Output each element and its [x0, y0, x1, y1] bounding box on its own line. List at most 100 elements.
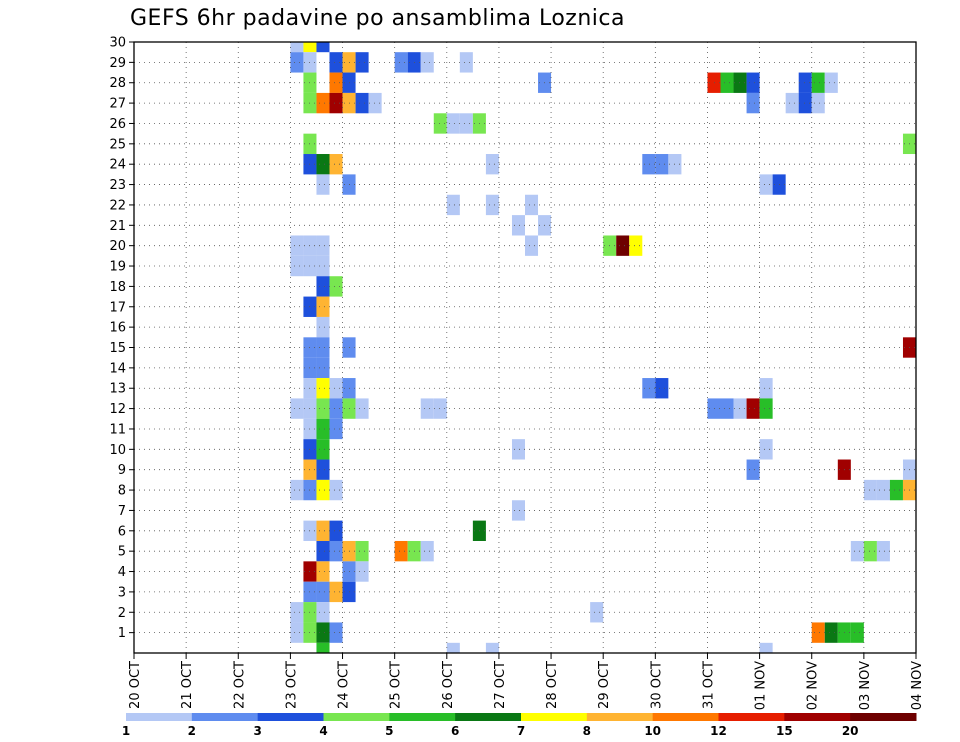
legend-label: 20: [842, 724, 859, 738]
heatmap-cell: [889, 479, 903, 501]
y-tick-label: 9: [118, 463, 126, 478]
x-tick-label: 21 OCT: [180, 661, 195, 709]
heatmap-cell: [329, 52, 343, 73]
heatmap-cell: [759, 642, 773, 653]
heatmap-cell: [642, 154, 656, 175]
heatmap-cell: [707, 398, 721, 419]
heatmap-cell: [485, 154, 499, 175]
heatmap-cell: [316, 42, 330, 53]
heatmap-cell: [798, 92, 812, 114]
x-tick-label: 29 OCT: [597, 661, 612, 709]
x-tick-label: 22 OCT: [232, 661, 247, 709]
legend-label: 4: [319, 724, 327, 738]
heatmap-cell: [316, 357, 330, 379]
y-axis: 1234567891011121314151617181920212223242…: [109, 36, 134, 641]
heatmap-cell: [446, 194, 460, 216]
heatmap-cell: [733, 72, 747, 93]
heatmap-cell: [420, 540, 434, 562]
x-tick-label: 03 NOV: [858, 661, 873, 710]
heatmap-cell: [525, 194, 539, 216]
heatmap-cell: [785, 92, 799, 114]
x-tick-label: 24 OCT: [337, 661, 352, 709]
legend-label: 5: [385, 724, 393, 738]
heatmap-cell: [746, 72, 760, 93]
heatmap-cell: [720, 398, 734, 419]
heatmap-cell: [746, 459, 760, 480]
heatmap-cell: [316, 235, 330, 256]
heatmap-cell: [290, 602, 304, 623]
chart-title: GEFS 6hr padavine po ansamblima Loznica: [130, 6, 625, 31]
heatmap-cell: [916, 337, 929, 357]
heatmap-cell: [329, 154, 343, 175]
legend-swatch: [455, 713, 522, 721]
legend-label: 1: [122, 724, 130, 738]
heatmap-cell: [290, 235, 304, 256]
heatmap-cell: [863, 479, 877, 501]
y-tick-label: 12: [109, 402, 126, 417]
heatmap-cell: [916, 398, 929, 418]
y-tick-label: 29: [109, 56, 126, 71]
heatmap-cell: [525, 235, 539, 256]
heatmap-cell: [316, 378, 330, 399]
legend-label: 15: [776, 724, 793, 738]
y-tick-label: 14: [109, 361, 126, 376]
legend-label: 12: [710, 724, 727, 738]
heatmap-cell: [316, 520, 330, 541]
legend-swatch: [586, 713, 654, 721]
heatmap-cell: [916, 134, 929, 154]
heatmap-cell: [316, 540, 330, 562]
legend-swatch: [784, 713, 851, 721]
x-tick-label: 28 OCT: [545, 661, 560, 709]
heatmap-cell: [316, 154, 330, 175]
heatmap-cell: [394, 540, 408, 562]
y-tick-label: 20: [109, 239, 126, 254]
heatmap-cell: [485, 642, 499, 653]
y-tick-label: 13: [109, 382, 126, 397]
heatmap-cell: [316, 602, 330, 623]
y-tick-label: 24: [109, 158, 126, 173]
heatmap-cell: [446, 642, 460, 653]
heatmap-cell: [316, 418, 330, 440]
legend-swatch: [718, 713, 785, 721]
x-tick-label: 27 OCT: [493, 661, 508, 709]
x-tick-label: 02 NOV: [806, 661, 821, 710]
heatmap-cell: [290, 398, 304, 419]
heatmap-cell: [316, 581, 330, 603]
y-tick-label: 23: [109, 178, 126, 193]
heatmap-cell: [290, 479, 304, 501]
heatmap-cell: [316, 439, 330, 460]
heatmap-cell: [316, 276, 330, 297]
heatmap-cell: [316, 479, 330, 501]
x-tick-label: 20 OCT: [128, 661, 143, 709]
heatmap-cell: [759, 398, 773, 419]
y-tick-label: 18: [109, 280, 126, 295]
heatmap-cell: [590, 602, 604, 623]
heatmap-cell: [720, 72, 734, 93]
heatmap-cell: [329, 581, 343, 603]
x-tick-label: 25 OCT: [389, 661, 404, 709]
heatmap-cell: [316, 622, 330, 643]
heatmap-cell: [929, 480, 942, 500]
heatmap-cell: [876, 540, 890, 562]
y-tick-label: 6: [118, 524, 126, 539]
heatmap-cell: [850, 540, 864, 562]
heatmap-cell: [655, 378, 669, 399]
heatmap-cell: [368, 92, 382, 114]
heatmap-cell: [420, 52, 434, 73]
heatmap-cell: [329, 72, 343, 93]
y-tick-label: 17: [109, 300, 126, 315]
legend-swatch: [521, 713, 588, 721]
heatmap-cell: [811, 72, 825, 93]
heatmap-cell: [433, 113, 447, 134]
legend-label: 3: [253, 724, 261, 738]
heatmap-cell: [329, 92, 343, 114]
heatmap-cell: [707, 72, 721, 93]
heatmap-cell: [329, 276, 343, 297]
heatmap-cell: [316, 459, 330, 480]
y-tick-label: 22: [109, 198, 126, 213]
legend-swatch: [126, 713, 193, 721]
y-tick-label: 2: [118, 606, 126, 621]
y-tick-label: 1: [118, 626, 126, 641]
heatmap-cell: [811, 92, 825, 114]
heatmap-cell: [290, 42, 304, 53]
